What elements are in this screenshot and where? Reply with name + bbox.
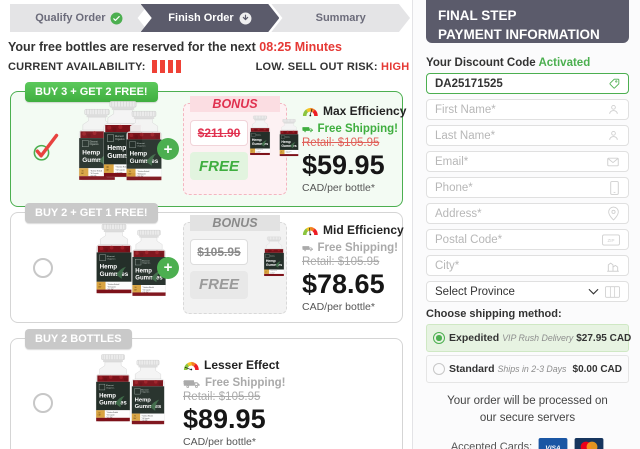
svg-text:VISA: VISA bbox=[545, 445, 561, 449]
svg-text:ZIP: ZIP bbox=[607, 237, 614, 242]
